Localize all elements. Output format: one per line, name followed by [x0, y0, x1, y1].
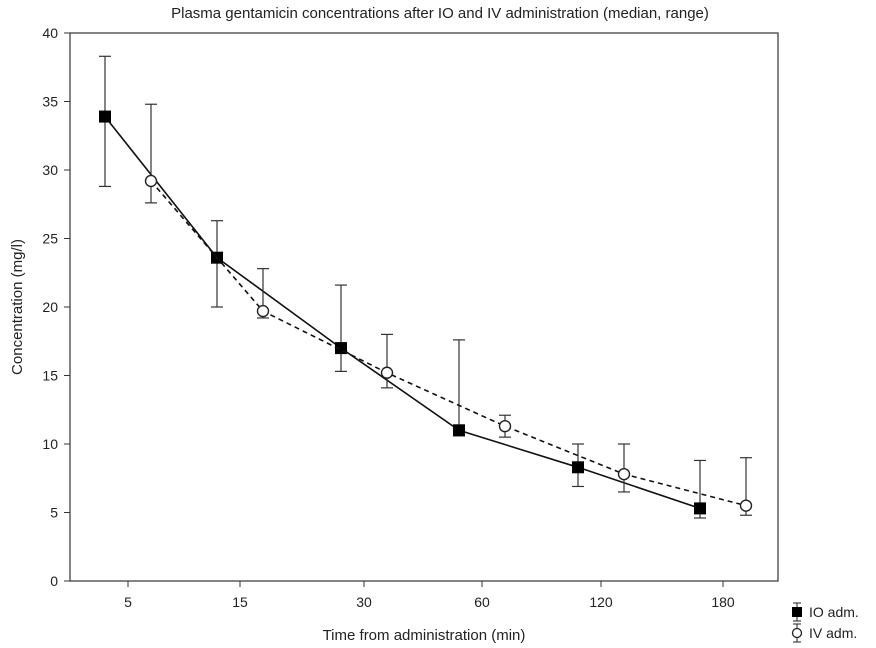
- data-point: [144, 174, 158, 188]
- y-tick-label: 25: [42, 231, 58, 247]
- y-tick-label: 40: [42, 25, 58, 41]
- y-tick-label: 35: [42, 94, 58, 110]
- series-io: [99, 55, 706, 519]
- legend-marker: [791, 627, 803, 639]
- data-point: [617, 467, 631, 481]
- y-tick-label: 30: [42, 162, 58, 178]
- x-tick-label: 15: [232, 594, 248, 610]
- y-tick-label: 0: [50, 573, 58, 589]
- series-layer: [99, 55, 753, 519]
- legend-label: IV adm.: [809, 625, 857, 641]
- y-tick-label: 15: [42, 368, 58, 384]
- legend-label: IO adm.: [809, 604, 859, 620]
- x-tick-label: 5: [124, 594, 132, 610]
- data-point: [380, 366, 394, 379]
- data-point: [739, 499, 753, 512]
- x-tick-label: 120: [589, 594, 613, 610]
- data-point: [99, 110, 111, 123]
- x-axis-label: Time from administration (min): [323, 627, 526, 644]
- y-tick-label: 20: [42, 299, 58, 315]
- series-line: [150, 180, 747, 507]
- series-iv: [144, 103, 753, 516]
- series-line: [104, 116, 701, 510]
- data-point: [453, 424, 465, 437]
- legend: IO adm. IV adm.: [791, 602, 859, 643]
- x-axis: 5 15 30 60 120 180: [124, 581, 735, 610]
- data-point: [498, 419, 512, 433]
- chart-title: Plasma gentamicin concentrations after I…: [171, 5, 709, 22]
- data-point: [256, 304, 270, 318]
- y-axis-label: Concentration (mg/l): [9, 239, 26, 375]
- x-tick-label: 30: [356, 594, 372, 610]
- y-tick-label: 5: [50, 505, 58, 521]
- x-tick-label: 180: [711, 594, 735, 610]
- data-point: [572, 461, 584, 474]
- y-tick-label: 10: [42, 436, 58, 452]
- data-point: [694, 502, 706, 515]
- y-axis: 0 5 10 15 20 25 30 35 40: [42, 25, 70, 589]
- x-tick-label: 60: [474, 594, 490, 610]
- legend-marker: [792, 607, 802, 617]
